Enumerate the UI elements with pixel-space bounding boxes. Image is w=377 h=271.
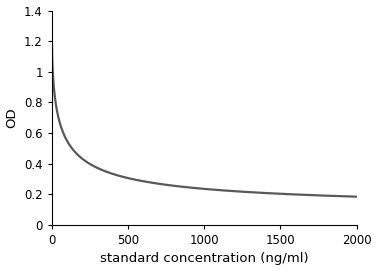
X-axis label: standard concentration (ng/ml): standard concentration (ng/ml)	[100, 253, 308, 265]
Y-axis label: OD: OD	[6, 107, 18, 128]
